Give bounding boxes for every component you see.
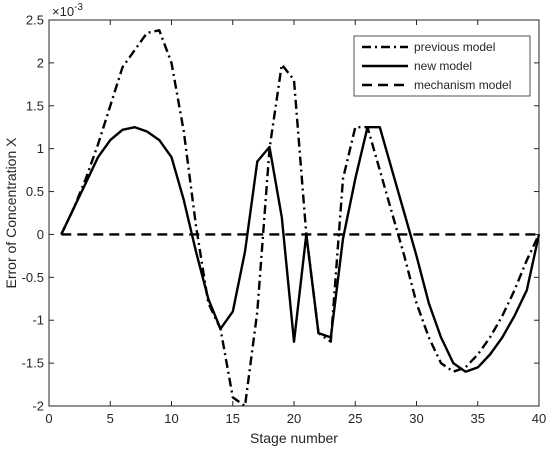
x-axis-ticks: 0 5 10 15 20 25 30 35 40 (45, 20, 546, 426)
x-tick-label: 5 (107, 411, 114, 426)
legend-label: previous model (414, 40, 495, 54)
series-line-previous-model (60, 29, 541, 408)
y-tick-label: -0.5 (22, 270, 44, 285)
y-tick-label: 2.5 (26, 13, 44, 28)
y-tick-label: -1.5 (22, 356, 44, 371)
y-tick-label: 1.5 (26, 98, 44, 113)
x-tick-label: 15 (226, 411, 240, 426)
x-tick-label: 10 (164, 411, 178, 426)
y-axis-label: Error of Concentration X (3, 137, 19, 289)
y-multiplier-exponent: -3 (74, 2, 83, 13)
legend: previous model new model mechanism model (353, 35, 531, 97)
series-layer (60, 29, 541, 408)
x-tick-label: 40 (532, 411, 546, 426)
plot-frame (48, 19, 540, 407)
y-multiplier-label: ×10-3 (52, 2, 83, 19)
x-tick-label: 35 (471, 411, 485, 426)
x-tick-label: 30 (409, 411, 423, 426)
y-tick-label: 0 (37, 227, 44, 242)
legend-label: new model (414, 59, 472, 73)
y-tick-label: 0.5 (26, 184, 44, 199)
series-line-new-model (60, 125, 541, 373)
x-tick-label: 20 (287, 411, 301, 426)
y-tick-label: -2 (32, 399, 44, 414)
y-tick-label: 1 (37, 141, 44, 156)
legend-label: mechanism model (414, 78, 511, 92)
y-axis-ticks: -2 -1.5 -1 -0.5 0 0.5 1 1.5 2 2.5 (22, 13, 539, 414)
x-axis-label: Stage number (250, 430, 338, 446)
y-tick-label: -1 (32, 313, 44, 328)
x-tick-label: 0 (45, 411, 52, 426)
x-tick-label: 25 (348, 411, 362, 426)
y-tick-label: 2 (37, 55, 44, 70)
